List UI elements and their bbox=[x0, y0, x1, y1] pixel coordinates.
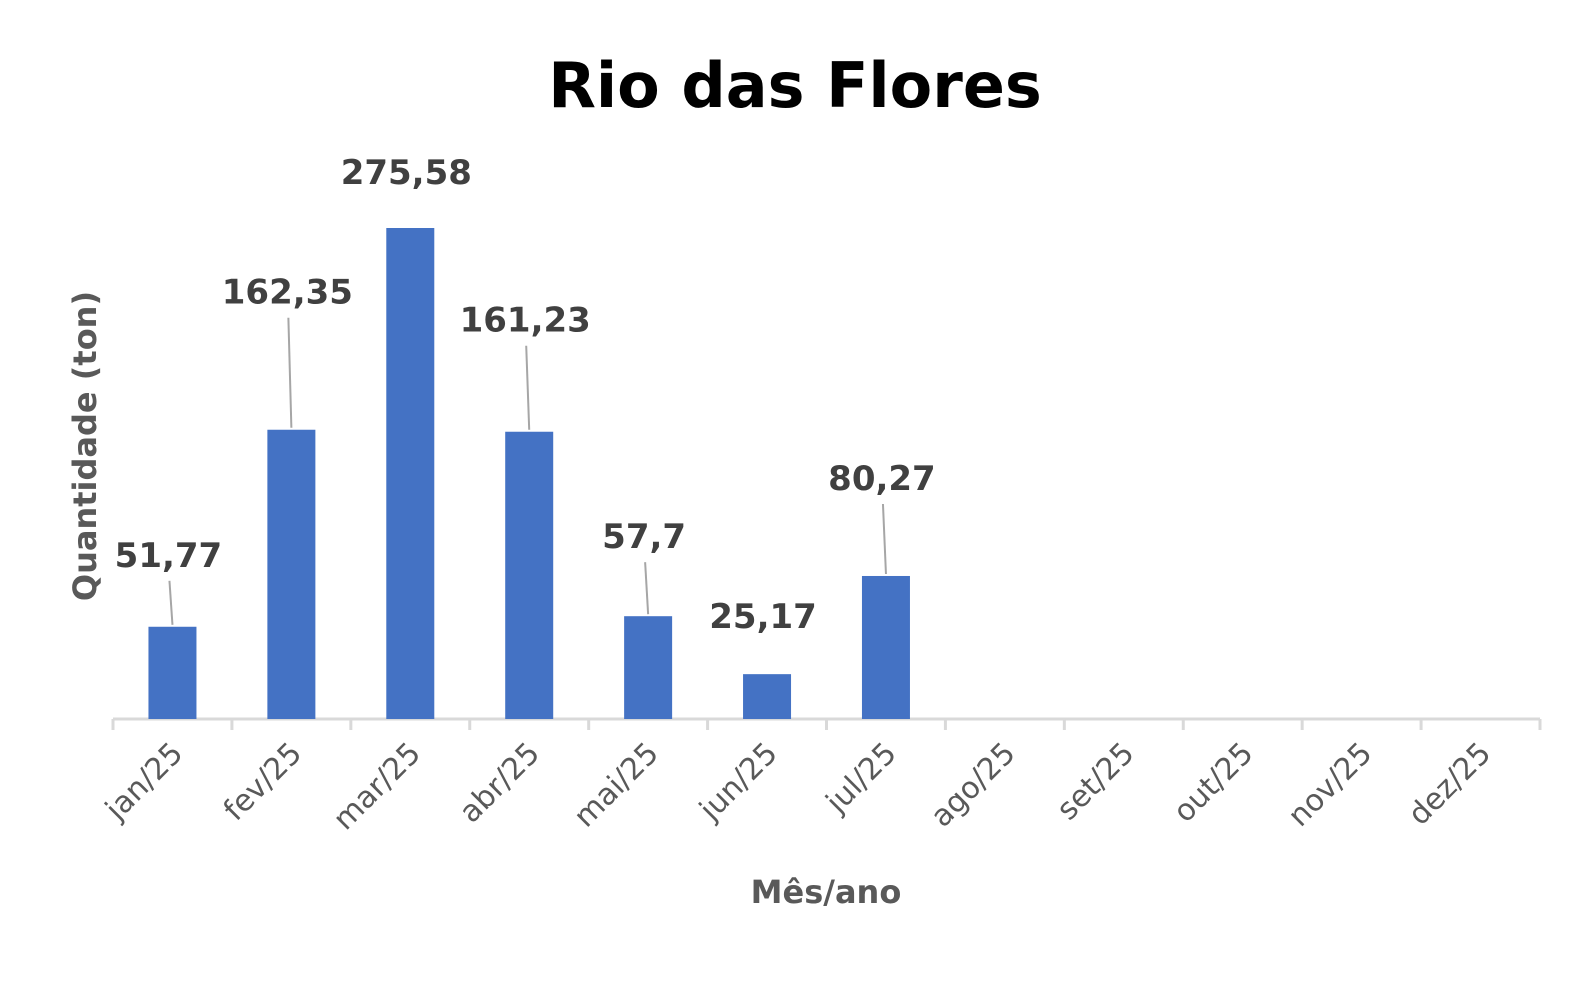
leader-line bbox=[644, 562, 650, 615]
bar bbox=[505, 431, 554, 719]
x-tick-label: mar/25 bbox=[327, 736, 428, 837]
bar bbox=[267, 429, 316, 719]
data-label: 161,23 bbox=[460, 301, 591, 341]
data-label: 25,17 bbox=[709, 597, 817, 637]
leader-line bbox=[168, 580, 174, 625]
x-tick-label: jul/25 bbox=[819, 736, 904, 821]
data-label: 57,7 bbox=[602, 517, 686, 557]
data-label: 51,77 bbox=[115, 536, 223, 576]
data-label: 275,58 bbox=[341, 153, 472, 193]
chart-title: Rio das Flores bbox=[548, 49, 1042, 122]
x-tick-label: abr/25 bbox=[453, 736, 547, 830]
x-axis-title: Mês/ano bbox=[751, 873, 902, 911]
x-tick-label: dez/25 bbox=[1402, 736, 1499, 833]
x-tick-label: out/25 bbox=[1167, 736, 1261, 830]
bar bbox=[743, 674, 792, 719]
x-tick-label: nov/25 bbox=[1281, 736, 1379, 834]
x-tick-label: mai/25 bbox=[567, 736, 665, 834]
leader-line bbox=[881, 503, 887, 575]
x-tick-label: set/25 bbox=[1050, 736, 1141, 827]
y-axis-title: Quantidade (ton) bbox=[66, 291, 104, 601]
x-tick-label: ago/25 bbox=[924, 736, 1022, 834]
x-tick-label: fev/25 bbox=[217, 736, 309, 828]
x-tick-label: jun/25 bbox=[692, 736, 784, 828]
leader-line bbox=[525, 345, 531, 430]
bar bbox=[386, 228, 435, 719]
leader-line bbox=[287, 317, 293, 428]
bar bbox=[148, 626, 197, 719]
data-label: 80,27 bbox=[828, 459, 936, 499]
data-label: 162,35 bbox=[222, 273, 353, 313]
bar bbox=[624, 616, 673, 719]
bar bbox=[861, 575, 910, 719]
plot-area: jan/25 51,77 fev/25 162,35 mar/25 275,58 abr/2… bbox=[98, 153, 1542, 837]
x-tick-label: jan/25 bbox=[98, 736, 190, 828]
